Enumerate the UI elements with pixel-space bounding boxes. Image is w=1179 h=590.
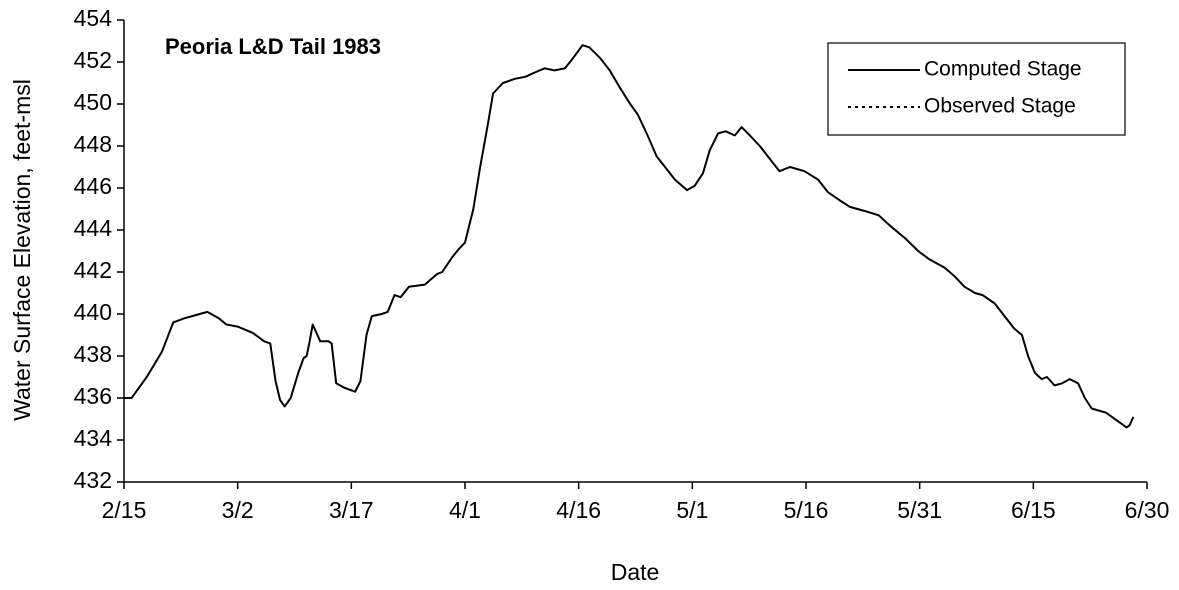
y-axis-label: Water Surface Elevation, feet-msl	[9, 79, 35, 421]
x-tick-label: 5/1	[676, 497, 708, 523]
x-tick-label: 4/1	[449, 497, 481, 523]
legend-box	[827, 42, 1126, 136]
y-tick-label: 450	[74, 89, 112, 115]
data-line	[124, 44, 1135, 429]
chart-annotation: Peoria L&D Tail 1983	[165, 34, 381, 59]
y-tick-label: 436	[74, 383, 112, 409]
x-tick-label: 6/15	[1011, 497, 1056, 523]
x-tick-label: 5/16	[784, 497, 829, 523]
x-tick-label: 4/16	[556, 497, 601, 523]
x-tick-label: 2/15	[102, 497, 147, 523]
y-tick-label: 440	[74, 299, 112, 325]
legend-label: Computed Stage	[924, 58, 1082, 81]
y-tick-label: 442	[74, 257, 112, 283]
x-tick-label: 3/2	[222, 497, 254, 523]
y-tick-label: 454	[74, 5, 113, 31]
y-tick-label: 434	[74, 425, 113, 451]
y-tick-label: 438	[74, 341, 112, 367]
y-tick-label: 448	[74, 131, 112, 157]
y-tick-label: 452	[74, 47, 112, 73]
x-tick-label: 3/17	[329, 497, 374, 523]
legend-label: Observed Stage	[924, 95, 1076, 118]
y-tick-label: 444	[74, 215, 113, 241]
x-tick-label: 6/30	[1125, 497, 1170, 523]
x-tick-label: 5/31	[897, 497, 942, 523]
x-axis-label: Date	[611, 559, 660, 585]
y-tick-label: 446	[74, 173, 112, 199]
y-tick-label: 432	[74, 467, 112, 493]
